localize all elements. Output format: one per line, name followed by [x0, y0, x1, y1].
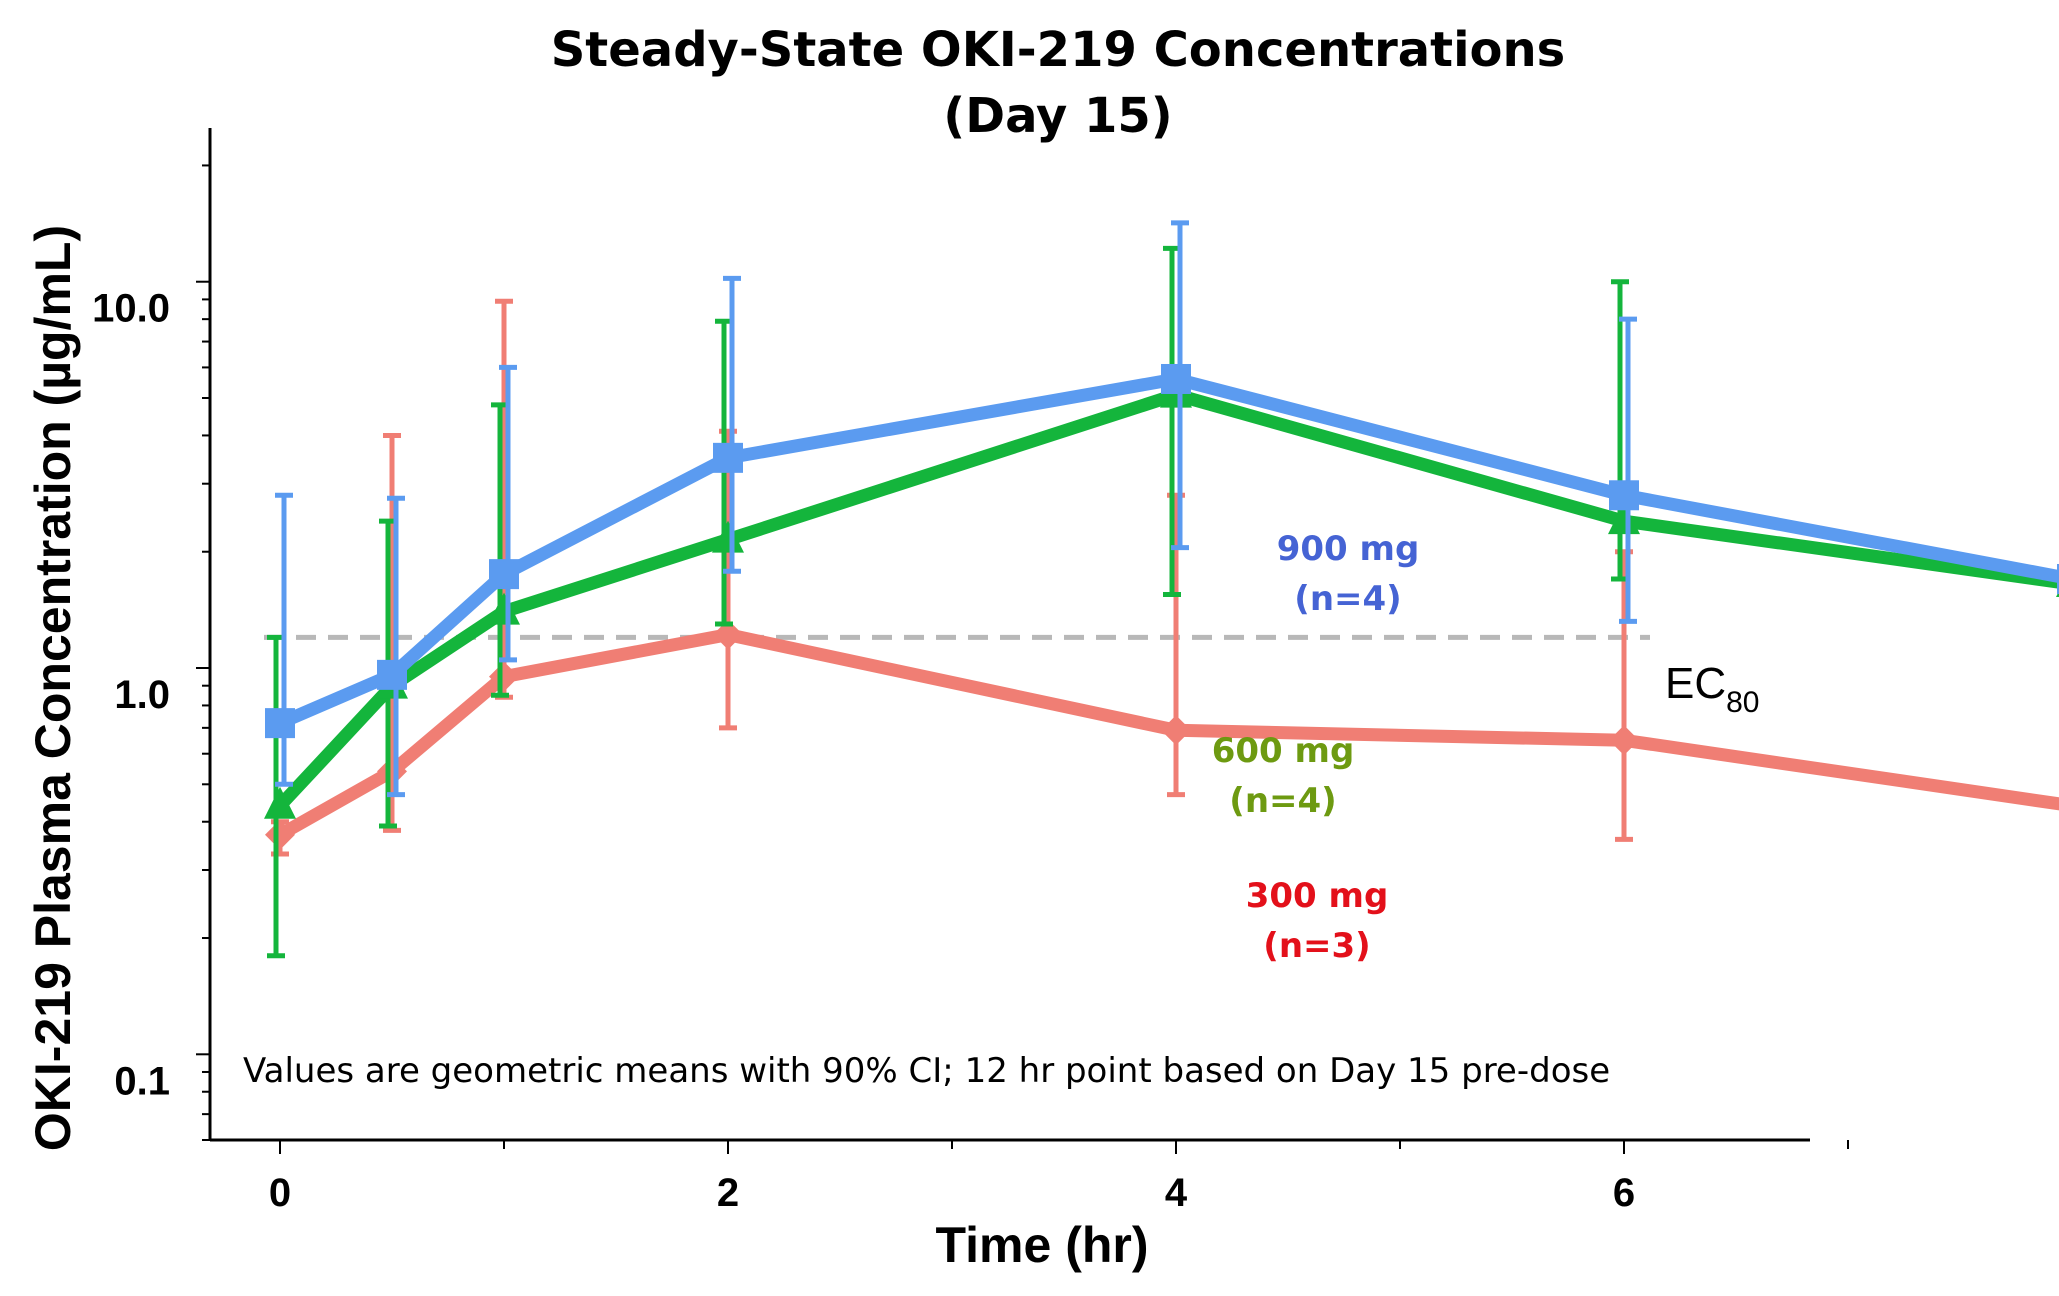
marker-square [265, 708, 295, 739]
chart-title-line2: (Day 15) [943, 88, 1172, 144]
series-line [273, 388, 2059, 813]
marker-triangle [264, 786, 296, 819]
y-tick-label: 1.0 [114, 673, 170, 717]
marker-diamond [377, 756, 407, 787]
series-label-900-n: (n=4) [1294, 579, 1401, 619]
ec80-label-main: EC [1665, 659, 1726, 708]
ec80-label-sub: 80 [1726, 686, 1759, 719]
series-line [273, 628, 2059, 842]
series-label-900-name: 900 mg [1277, 529, 1420, 569]
series-line [273, 372, 2059, 730]
marker-diamond [713, 619, 743, 650]
marker-square [1161, 363, 1191, 394]
marker-square [713, 442, 743, 473]
axes: 0246810120.11.010.0 [92, 128, 1849, 1215]
series-label-600-name: 600 mg [1212, 731, 1355, 771]
y-axis-label: OKI-219 Plasma Concentration (µg/mL) [25, 225, 81, 1151]
chart-note: Values are geometric means with 90% CI; … [243, 1051, 1610, 1091]
y-tick-label: 0.1 [114, 1059, 170, 1103]
marker-square [1609, 480, 1639, 511]
series-900-mg [265, 220, 2059, 798]
marker-diamond [1161, 715, 1191, 746]
x-tick-label: 6 [1613, 1171, 1635, 1215]
x-axis-label: Time (hr) [936, 1217, 1149, 1273]
series-label-600-n: (n=4) [1229, 781, 1336, 821]
series-label-300: 300 mg (n=3) [1246, 876, 1389, 966]
series-label-300-name: 300 mg [1246, 876, 1389, 916]
x-tick-label: 4 [1165, 1171, 1188, 1215]
marker-diamond [265, 819, 295, 850]
ec80-label: EC80 [1665, 659, 1760, 719]
series-label-300-n: (n=3) [1263, 926, 1370, 966]
marker-triangle [1608, 502, 1640, 535]
marker-triangle [488, 592, 520, 625]
marker-square [377, 659, 407, 690]
y-tick-label: 10.0 [92, 287, 170, 331]
marker-diamond [1609, 725, 1639, 756]
series-label-600: 600 mg (n=4) [1212, 731, 1355, 821]
marker-triangle [712, 520, 744, 553]
marker-square [489, 559, 519, 590]
series-layer [264, 220, 2059, 959]
x-tick-label: 0 [269, 1171, 291, 1215]
marker-diamond [489, 661, 519, 692]
series-300-mg [265, 298, 2059, 857]
series-label-900: 900 mg (n=4) [1277, 529, 1420, 619]
x-tick-label: 2 [717, 1171, 739, 1215]
series-600-mg [264, 245, 2059, 959]
marker-square [2057, 563, 2059, 594]
chart-title-line1: Steady-State OKI-219 Concentrations [551, 22, 1566, 78]
